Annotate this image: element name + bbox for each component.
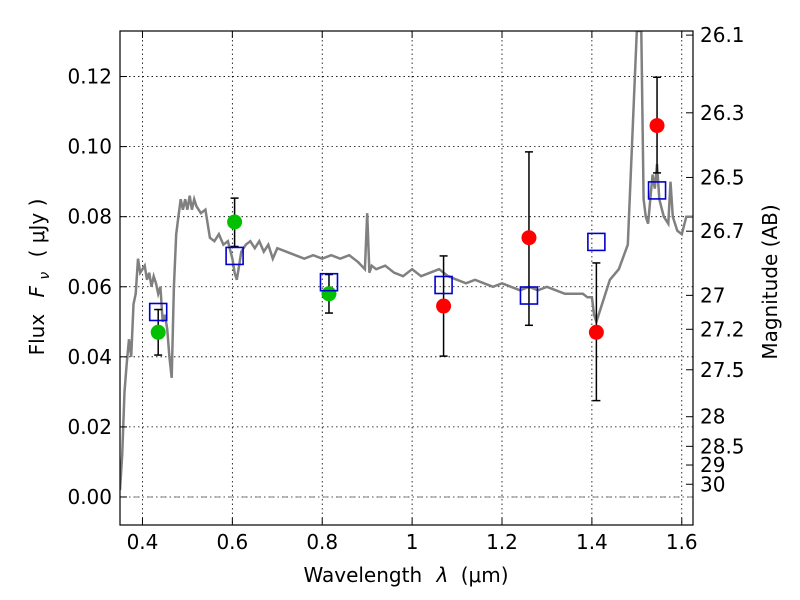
- axes-frame: [119, 30, 694, 526]
- y2-tick-label: 26.7: [700, 219, 745, 243]
- x-axis-label-unit: (μm): [461, 563, 509, 587]
- y2-tick-label: 27.2: [700, 317, 745, 341]
- y-axis-label: Flux F ν ( μJy ): [25, 199, 54, 356]
- y-tick-label: 0.12: [67, 65, 112, 89]
- x-tick-label: 1.4: [576, 530, 608, 554]
- y2-tick-label: 29: [700, 453, 725, 477]
- y2-tick-label: 26.3: [700, 101, 745, 125]
- y-tick-label: 0.02: [67, 415, 112, 439]
- y-tick-label: 0.08: [67, 205, 112, 229]
- x-axis-label-text: Wavelength: [303, 563, 422, 587]
- ticks: [120, 31, 693, 525]
- blue-square-point: [319, 272, 339, 292]
- y-axis-label-symbol-sub: ν: [37, 272, 53, 280]
- y-tick-label: 0.06: [67, 275, 112, 299]
- y-tick-label: 0.10: [67, 135, 112, 159]
- y-axis-label-text: Flux: [25, 314, 49, 356]
- y2-tick-label: 28.5: [700, 434, 745, 458]
- y-axis-label-unit: ( μJy ): [25, 199, 49, 258]
- blue-square-point: [148, 302, 168, 322]
- x-tick-label: 0.6: [216, 530, 248, 554]
- green-point: [150, 324, 166, 340]
- blue-square-point: [587, 232, 606, 252]
- red-point: [521, 230, 537, 246]
- y2-tick-label: 27.5: [700, 358, 745, 382]
- x-tick-label: 1: [406, 530, 419, 554]
- y2-tick-label: 27: [700, 283, 725, 307]
- blue-square-point: [519, 286, 539, 305]
- y-tick-label: 0.04: [67, 345, 112, 369]
- y2-tick-label: 26.5: [700, 165, 745, 189]
- green-point: [321, 286, 337, 302]
- green-point: [227, 214, 243, 230]
- x-tick-label: 1.2: [486, 530, 518, 554]
- x-tick-label: 1.6: [666, 530, 698, 554]
- y2-tick-label: 26.1: [700, 23, 745, 47]
- y2-tick-label: 30: [700, 472, 725, 496]
- y2-axis-label: Magnitude (AB): [758, 204, 782, 359]
- y2-tick-label: 28: [700, 405, 725, 429]
- red-point: [436, 298, 452, 314]
- red-point: [649, 118, 665, 134]
- x-axis-label-symbol: λ: [436, 563, 449, 587]
- x-tick-label: 0.8: [306, 530, 338, 554]
- blue-square-point: [225, 246, 244, 266]
- tick-labels: 0.4 0.6 0.8 1 1.2 1.4 1.6 0.00 0.02 0.04 0.06 0.08 0…: [67, 23, 744, 554]
- red-point: [588, 324, 604, 340]
- y-tick-label: 0.00: [67, 485, 112, 509]
- x-tick-label: 0.4: [127, 530, 159, 554]
- x-axis-label: Wavelength λ (μm): [303, 563, 508, 587]
- model-spectrum-line: [120, 31, 693, 491]
- y-axis-label-symbol: F: [25, 285, 49, 297]
- plot-area: [120, 31, 693, 491]
- data-markers: [148, 118, 667, 340]
- blue-square-point: [434, 275, 453, 295]
- blue-square-point: [647, 181, 667, 200]
